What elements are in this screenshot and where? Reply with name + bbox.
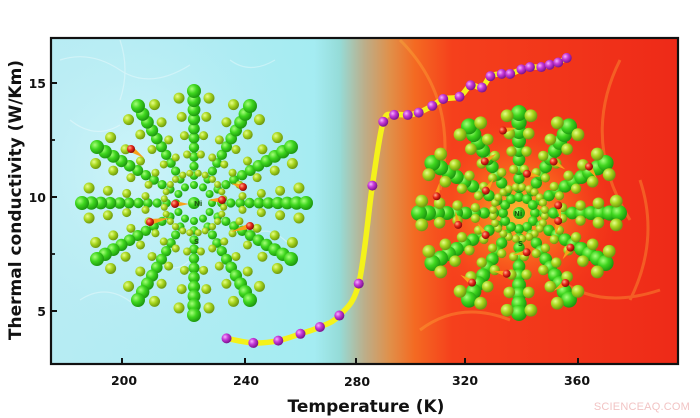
- y-axis-title: Thermal conductivity (W/Km): [6, 60, 26, 340]
- data-point: [485, 71, 496, 82]
- data-point: [273, 335, 284, 346]
- data-point: [476, 82, 487, 93]
- y-axis: 5 10 15 Thermal conductivity (W/Km): [6, 60, 57, 340]
- data-point: [544, 59, 555, 70]
- x-tick-label: 200: [111, 373, 137, 388]
- y-tick-label: 5: [37, 304, 46, 319]
- data-point: [536, 62, 547, 73]
- hot-s-label: S: [518, 240, 523, 248]
- cold-ni-label: Ni: [194, 200, 202, 208]
- x-tick-label: 240: [233, 373, 259, 388]
- hot-molecule-illustration: [411, 105, 627, 321]
- x-axis-title: Temperature (K): [288, 397, 445, 417]
- data-point: [353, 278, 364, 289]
- cold-molecule-illustration: [75, 84, 313, 322]
- x-tick-label: 360: [564, 373, 590, 388]
- data-point: [454, 91, 465, 102]
- x-tick-label: 320: [452, 373, 478, 388]
- plot-frame: [49, 36, 680, 366]
- data-point: [221, 333, 232, 344]
- data-point: [496, 68, 507, 79]
- data-point: [438, 93, 449, 104]
- data-series: [221, 52, 572, 348]
- data-point: [553, 57, 564, 68]
- y-tick-label: 15: [29, 76, 46, 91]
- data-point: [367, 180, 378, 191]
- data-point: [295, 328, 306, 339]
- data-point: [378, 116, 389, 127]
- cold-s-label: S: [194, 238, 199, 246]
- x-tick-label: 280: [344, 374, 370, 389]
- watermark: SCIENCEAQ.COM: [594, 401, 690, 413]
- data-point: [505, 68, 516, 79]
- data-point: [465, 80, 476, 91]
- data-point: [516, 64, 527, 75]
- data-point: [427, 100, 438, 111]
- data-markers: [221, 52, 572, 348]
- x-axis: 200 240 280 320 360 Temperature (K): [111, 358, 590, 417]
- data-point: [402, 109, 413, 120]
- data-point: [413, 107, 424, 118]
- data-point: [524, 62, 535, 73]
- data-point: [389, 109, 400, 120]
- y-tick-label: 10: [29, 190, 47, 205]
- data-point: [248, 337, 259, 348]
- data-point: [334, 310, 345, 321]
- data-point: [561, 52, 572, 63]
- hot-ni-label: Ni: [514, 210, 522, 218]
- data-point: [314, 321, 325, 332]
